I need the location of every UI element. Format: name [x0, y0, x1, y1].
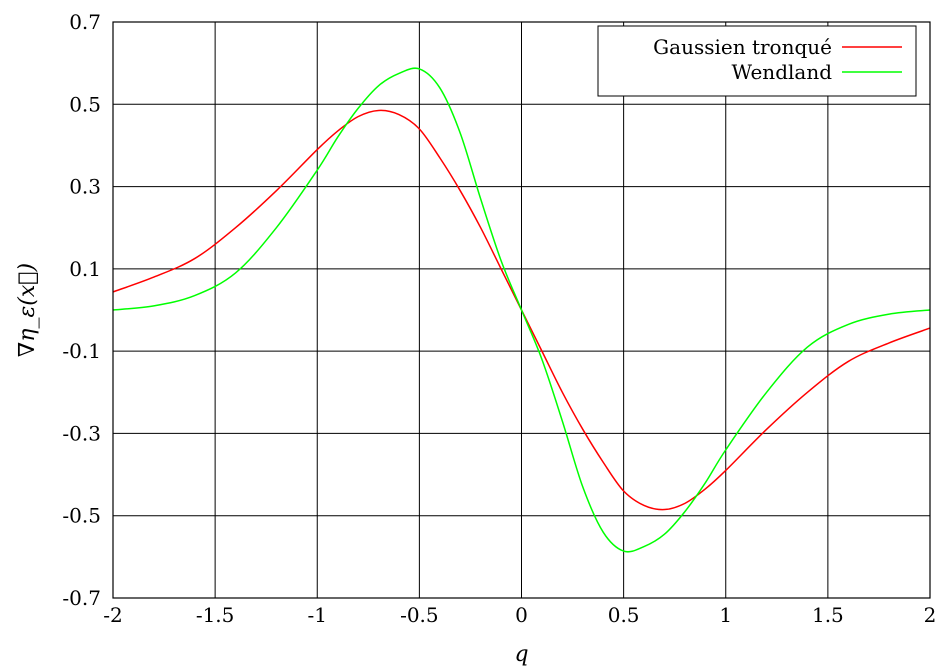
legend-label: Gaussien tronqué — [653, 35, 832, 59]
x-tick-label: 2 — [924, 603, 937, 627]
y-tick-label: 0.1 — [69, 257, 101, 281]
x-tick-labels: -2 -1.5 -1 -0.5 0 0.5 1 1.5 2 — [103, 603, 936, 627]
x-tick-label: 0.5 — [608, 603, 640, 627]
x-axis-label: q — [514, 642, 528, 667]
y-tick-label: -0.7 — [62, 586, 101, 610]
x-tick-label: 0 — [515, 603, 528, 627]
x-tick-label: -1.5 — [196, 603, 235, 627]
legend-label: Wendland — [732, 60, 833, 84]
y-tick-label: -0.3 — [62, 421, 101, 445]
legend-box — [597, 25, 917, 97]
y-tick-label: -0.1 — [62, 339, 101, 363]
y-tick-label: 0.3 — [69, 175, 101, 199]
series-line — [112, 67, 931, 553]
x-tick-label: 1.5 — [812, 603, 844, 627]
y-tick-labels: -0.7 -0.5 -0.3 -0.1 0.1 0.3 0.5 0.7 — [62, 10, 101, 610]
x-tick-label: -0.5 — [400, 603, 439, 627]
x-tick-label: -2 — [103, 603, 122, 627]
x-tick-label: 1 — [719, 603, 732, 627]
series-lines — [112, 67, 931, 553]
plot-frame — [112, 21, 931, 599]
y-tick-label: 0.5 — [69, 92, 101, 116]
y-tick-label: 0.7 — [69, 10, 101, 34]
y-axis-label: ∇η_ε(x⃗) — [15, 263, 40, 357]
x-tick-label: -1 — [308, 603, 327, 627]
y-tick-label: -0.5 — [62, 504, 101, 528]
